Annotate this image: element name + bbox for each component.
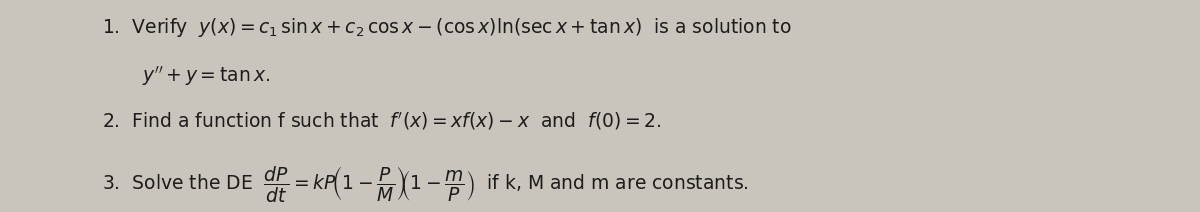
Text: 3.  Solve the DE  $\dfrac{dP}{dt} = kP\!\left(1 - \dfrac{P}{M}\right)\!\!\left(1: 3. Solve the DE $\dfrac{dP}{dt} = kP\!\l… [102,165,749,204]
Text: 1.  Verify  $y(x) = c_1\,\mathrm{sin}\,x + c_2\,\mathrm{cos}\,x - (\mathrm{cos}\: 1. Verify $y(x) = c_1\,\mathrm{sin}\,x +… [102,16,792,39]
Text: $y'' + y = \mathrm{tan}\,x$.: $y'' + y = \mathrm{tan}\,x$. [142,64,270,88]
Text: 2.  Find a function f such that  $f'(x) = xf(x) - x$  and  $f(0) = 2$.: 2. Find a function f such that $f'(x) = … [102,110,661,132]
